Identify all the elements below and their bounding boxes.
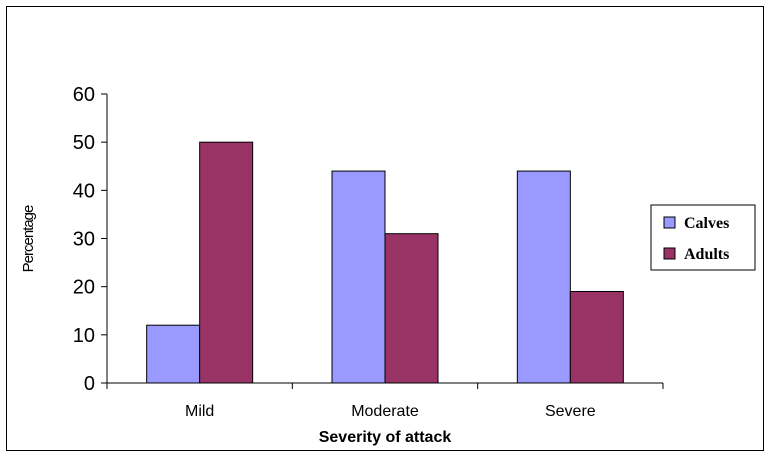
y-axis: 0 10 20 30 40 50 60 (73, 84, 108, 395)
legend-label-calves: Calves (684, 215, 729, 232)
bar-calves-moderate (331, 170, 386, 384)
x-axis-title: Severity of attack (319, 429, 452, 446)
bar-calves-severe (516, 170, 571, 384)
bars (146, 141, 624, 384)
legend-label-adults: Adults (684, 246, 729, 263)
legend: Calves Adults (650, 204, 756, 271)
y-axis-title: Percentage (20, 205, 37, 272)
legend-swatch-adults (663, 247, 676, 260)
legend-swatch-calves (663, 216, 676, 229)
bar-adults-mild (199, 141, 254, 384)
x-axis: Mild Moderate Severe (106, 382, 664, 420)
y-tick-label: 30 (73, 229, 95, 251)
y-tick-label: 0 (84, 373, 95, 395)
y-tick-label: 40 (73, 180, 95, 202)
y-tick-label: 50 (73, 132, 95, 154)
x-tick-label: Severe (545, 403, 596, 420)
y-tick-label: 60 (73, 84, 95, 106)
y-tick-label: 10 (73, 325, 95, 347)
bar-calves-mild (146, 324, 201, 384)
bar-adults-severe (569, 290, 624, 384)
x-tick-label: Mild (185, 403, 214, 420)
y-tick-label: 20 (73, 277, 95, 299)
x-tick-label: Moderate (351, 403, 419, 420)
bar-adults-moderate (384, 233, 439, 384)
